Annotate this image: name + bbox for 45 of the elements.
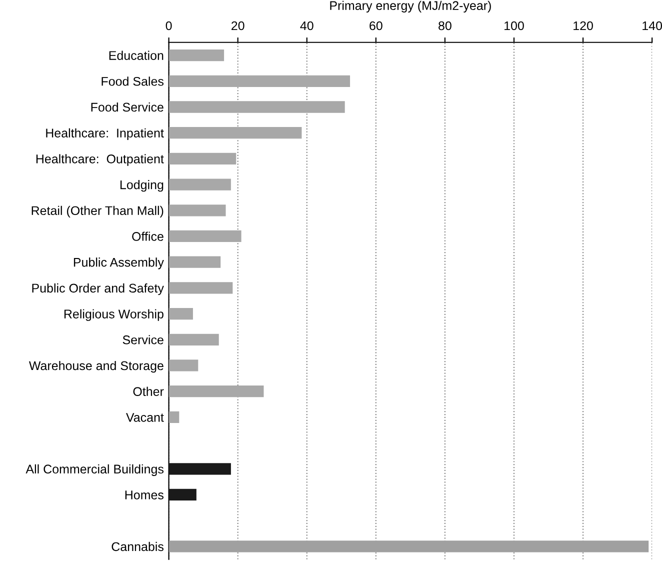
bar xyxy=(168,75,350,87)
bar xyxy=(168,360,198,372)
bar xyxy=(168,49,224,62)
y-tick-label: Healthcare: Outpatient xyxy=(36,154,164,166)
y-tick-label: Healthcare: Inpatient xyxy=(46,128,164,140)
bar xyxy=(168,411,180,423)
bar xyxy=(168,127,302,139)
y-tick-label: Warehouse and Storage xyxy=(28,360,164,373)
x-tick-label: 20 xyxy=(232,21,244,30)
y-tick-label: Cannabis xyxy=(112,542,164,552)
bar xyxy=(168,204,226,216)
bar xyxy=(168,540,649,552)
y-tick-label: Other xyxy=(133,386,164,396)
y-tick-label: Education xyxy=(109,50,164,60)
y-tick-label: Vacant xyxy=(126,413,164,422)
x-tick-label: 60 xyxy=(370,21,382,30)
y-tick-label: All Commercial Buildings xyxy=(26,464,164,476)
bar xyxy=(168,256,221,268)
y-tick-label: Service xyxy=(122,335,164,344)
bar xyxy=(168,386,264,398)
bar xyxy=(168,152,236,165)
bar xyxy=(168,230,242,242)
x-tick-label: 140 xyxy=(642,21,662,30)
x-tick-label: 80 xyxy=(438,21,452,30)
y-tick-label: Office xyxy=(132,232,164,241)
bar xyxy=(168,463,231,475)
bar xyxy=(168,308,193,320)
bar xyxy=(168,282,233,294)
x-axis-title: Primary energy (MJ/m2-year) xyxy=(330,0,491,12)
bar xyxy=(168,488,196,501)
y-tick-label: Lodging xyxy=(120,180,164,192)
x-tick-label: 0 xyxy=(166,21,172,30)
y-tick-label: Religious Worship xyxy=(64,309,164,321)
bar xyxy=(168,101,345,113)
bar xyxy=(168,178,231,190)
y-tick-label: Homes xyxy=(125,490,164,500)
x-tick-label: 120 xyxy=(574,21,593,30)
y-tick-label: Public Assembly xyxy=(74,258,164,270)
y-tick-label: Food Service xyxy=(91,102,164,112)
bar xyxy=(168,334,219,346)
y-tick-label: Public Order and Safety xyxy=(32,283,164,296)
y-tick-label: Retail (Other Than Mall) xyxy=(32,206,164,218)
x-tick-label: 40 xyxy=(300,21,314,30)
x-tick-label: 100 xyxy=(504,21,524,30)
y-tick-label: Food Sales xyxy=(102,76,164,86)
